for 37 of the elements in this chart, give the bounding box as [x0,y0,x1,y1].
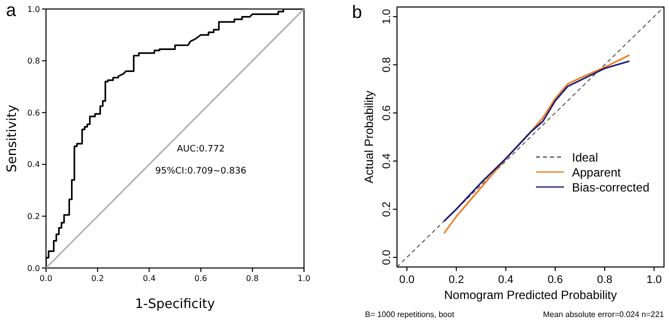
x-tick-label: 0.4 [142,274,156,283]
chart-title: b [352,2,362,22]
x-tick-label: 0.2 [448,274,464,286]
text: B= 1000 repetitions, boot [365,310,455,319]
y-axis-title: Actual Probability [362,90,376,184]
chart-title: a [6,0,17,20]
x-tick-label: 0.6 [194,274,208,283]
x-tick-label: 0.4 [498,274,514,286]
x-tick-label: 0.8 [597,274,612,286]
legend-label: Apparent [572,166,622,180]
y-axis-title: Sensitivity [5,104,20,172]
y-tick-label: 0.4 [381,153,393,169]
y-tick-label: 0.4 [27,160,40,170]
y-tick-label: 0.8 [381,57,393,72]
text: Mean absolute error=0.024 n=221 [543,310,665,319]
y-tick-label: 0.6 [27,108,40,118]
y-tick-label: 0.0 [27,264,40,273]
x-tick-label: 0.0 [399,274,415,286]
x-tick-label: 0.0 [40,274,52,283]
legend-label: Ideal [572,150,598,164]
x-tick-label: 0.2 [91,274,104,283]
y-tick-label: 0.6 [381,105,393,121]
x-axis-title: Nomogram Predicted Probability [444,288,617,302]
annotation: 95%CI:0.709~0.836 [155,166,247,176]
x-axis-title: 1-Specificity [135,297,216,312]
x-tick-label: 0.6 [548,274,563,286]
y-tick-label: 0.8 [27,56,40,66]
y-tick-label: 1.0 [27,4,40,14]
y-tick-label: 0.2 [27,212,40,221]
legend-label: Bias-corrected [572,180,650,194]
y-tick-label: 1.0 [381,8,393,24]
y-tick-label: 0.2 [381,202,393,217]
x-tick-label: 1.0 [298,274,310,283]
annotation: AUC:0.772 [176,144,225,154]
x-tick-label: 1.0 [646,274,662,286]
x-tick-label: 0.8 [246,274,259,283]
y-tick-label: 0.0 [381,250,393,266]
